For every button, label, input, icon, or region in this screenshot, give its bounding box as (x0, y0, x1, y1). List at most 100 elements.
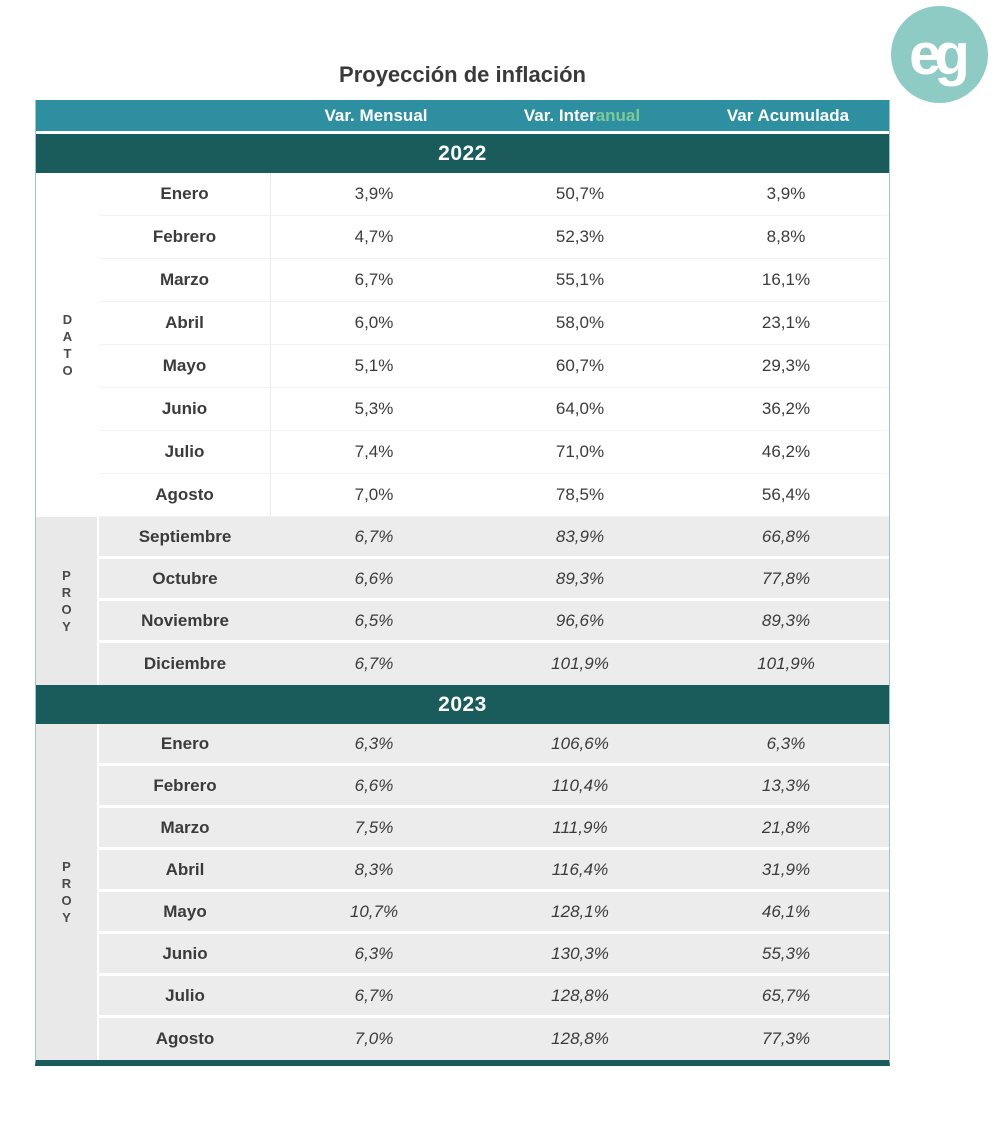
table-row: Marzo 6,7% 55,1% 16,1% (99, 259, 889, 302)
value-cell: 58,0% (555, 313, 605, 332)
table-row: Noviembre 6,5% 96,6% 89,3% (99, 601, 889, 643)
group-label-letter: D (62, 312, 73, 327)
value-cell: 10,7% (349, 901, 399, 921)
month-cell: Septiembre (138, 526, 232, 546)
value-cell: 110,4% (551, 775, 609, 795)
year-banner-2022: 2022 (36, 134, 889, 173)
var-interanual-prefix: Var. Inter (523, 105, 596, 125)
value-cell: 46,2% (761, 442, 811, 461)
value-cell: 101,9% (551, 654, 609, 673)
value-cell: 101,9% (757, 654, 815, 673)
group-proy: P R O Y Enero 6,3% 106,6% 6,3% Febrero 6,6% 110,4%… (36, 724, 889, 1060)
month-cell: Junio (162, 943, 208, 963)
value-cell: 83,9% (555, 526, 605, 546)
value-cell: 6,5% (354, 610, 394, 630)
table-row: Marzo 7,5% 111,9% 21,8% (99, 808, 889, 850)
table-body: 2022 D A T O Enero 3,9% 50,7% 3,9% Febrero 4,7% 52,… (36, 134, 889, 1060)
value-cell: 50,7% (555, 184, 605, 203)
value-cell: 3,9% (766, 184, 806, 203)
value-cell: 106,6% (551, 733, 609, 753)
table-row: Junio 6,3% 130,3% 55,3% (99, 934, 889, 976)
value-cell: 6,0% (354, 313, 394, 332)
table-row: Mayo 5,1% 60,7% 29,3% (99, 345, 889, 388)
month-cell: Mayo (99, 345, 271, 387)
group-label-letter: R (61, 876, 72, 891)
month-cell: Agosto (99, 474, 271, 516)
value-cell: 6,3% (766, 733, 806, 753)
value-cell: 66,8% (761, 526, 811, 546)
table-row: Octubre 6,6% 89,3% 77,8% (99, 559, 889, 601)
year-banner-2023: 2023 (36, 685, 889, 724)
column-header-var-interanual: Var. Interanual (479, 106, 685, 126)
value-cell: 21,8% (761, 817, 811, 837)
group-label-letter: O (61, 602, 72, 617)
value-cell: 111,9% (552, 817, 608, 837)
value-cell: 36,2% (761, 399, 811, 418)
month-cell: Enero (160, 733, 210, 753)
table-row: Febrero 6,6% 110,4% 13,3% (99, 766, 889, 808)
group-rows: Enero 6,3% 106,6% 6,3% Febrero 6,6% 110,4% 13,3… (99, 724, 889, 1060)
value-cell: 4,7% (354, 227, 394, 246)
group-label-letter: O (61, 893, 72, 908)
value-cell: 6,7% (354, 526, 394, 546)
value-cell: 7,0% (354, 485, 394, 504)
value-cell: 23,1% (761, 313, 811, 332)
month-cell: Marzo (160, 817, 210, 837)
table-row: Agosto 7,0% 78,5% 56,4% (99, 474, 889, 517)
value-cell: 29,3% (761, 356, 811, 375)
value-cell: 5,3% (354, 399, 394, 418)
month-cell: Octubre (152, 568, 218, 588)
group-label-letter: A (62, 329, 73, 344)
value-cell: 16,1% (761, 270, 811, 289)
table-row: Junio 5,3% 64,0% 36,2% (99, 388, 889, 431)
value-cell: 89,3% (555, 568, 605, 588)
value-cell: 6,3% (354, 733, 394, 753)
value-cell: 77,8% (761, 568, 811, 588)
value-cell: 55,1% (555, 270, 605, 289)
value-cell: 65,7% (761, 985, 811, 1005)
table-row: Julio 7,4% 71,0% 46,2% (99, 431, 889, 474)
group-label-letter: P (62, 859, 71, 874)
page-title: Proyección de inflación (339, 62, 586, 87)
month-cell: Febrero (99, 216, 271, 258)
eg-logo: eg (891, 6, 988, 103)
month-cell: Julio (99, 431, 271, 473)
month-cell: Enero (99, 173, 271, 215)
value-cell: 6,6% (354, 568, 394, 588)
month-cell: Julio (165, 985, 205, 1005)
value-cell: 128,1% (551, 901, 609, 921)
value-cell: 56,4% (761, 485, 811, 504)
month-cell: Marzo (99, 259, 271, 301)
value-cell: 31,9% (761, 859, 811, 879)
value-cell: 52,3% (555, 227, 605, 246)
value-cell: 13,3% (761, 775, 811, 795)
value-cell: 7,0% (354, 1029, 394, 1048)
month-cell: Febrero (153, 775, 217, 795)
value-cell: 6,6% (354, 775, 394, 795)
table-row: Abril 6,0% 58,0% 23,1% (99, 302, 889, 345)
month-cell: Agosto (155, 1029, 215, 1048)
value-cell: 6,7% (354, 654, 394, 673)
table-header-row: Var. Mensual Var. Interanual Var Acumula… (36, 100, 889, 134)
table-row: Septiembre 6,7% 83,9% 66,8% (99, 517, 889, 559)
value-cell: 128,8% (551, 985, 609, 1005)
value-cell: 116,4% (551, 859, 609, 879)
value-cell: 89,3% (761, 610, 811, 630)
column-header-var-mensual: Var. Mensual (324, 105, 428, 125)
group-label-letter: Y (62, 910, 71, 925)
group-label-letter: O (62, 363, 73, 378)
value-cell: 46,1% (761, 901, 811, 921)
table-row: Abril 8,3% 116,4% 31,9% (99, 850, 889, 892)
month-cell: Abril (99, 302, 271, 344)
value-cell: 78,5% (555, 485, 605, 504)
value-cell: 64,0% (555, 399, 605, 418)
value-cell: 8,3% (354, 859, 394, 879)
table-row: Enero 6,3% 106,6% 6,3% (99, 724, 889, 766)
group-label-letter: Y (62, 619, 71, 634)
value-cell: 128,8% (551, 1029, 609, 1048)
value-cell: 6,3% (354, 943, 394, 963)
value-cell: 96,6% (555, 610, 605, 630)
